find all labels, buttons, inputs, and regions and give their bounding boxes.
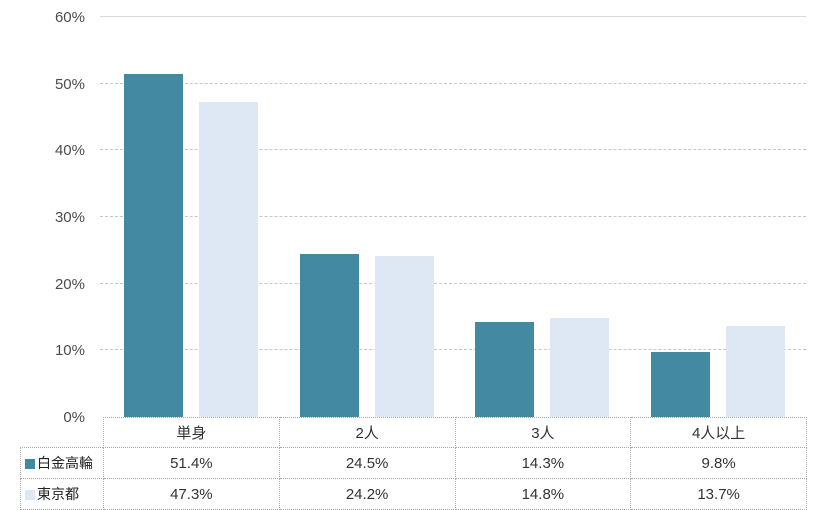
y-axis-tick-label: 60% xyxy=(54,9,85,26)
y-axis-tick-label: 0% xyxy=(63,409,85,426)
gridline xyxy=(100,216,806,217)
value-cell: 14.8% xyxy=(454,478,632,510)
y-axis-tick-label: 30% xyxy=(54,209,85,226)
y-axis-tick-label: 50% xyxy=(54,75,85,93)
value-cell: 13.7% xyxy=(630,478,807,510)
table-series-row: 白金高輪 51.4% 24.5% 14.3% 9.8% xyxy=(20,447,807,479)
chart-data-table: 単身 2人 3人 4人以上白金高輪 51.4% 24.5% 14.3% 9.8% 東京都 47.3… xyxy=(20,417,807,510)
gridline xyxy=(100,149,806,151)
gridline xyxy=(100,349,806,351)
category-header: 3人 xyxy=(454,417,632,448)
table-series-row: 東京都 47.3% 24.2% 14.8% 13.7% xyxy=(20,478,807,510)
bar-白金高輪-単身 xyxy=(123,74,183,417)
table-corner-blank xyxy=(21,418,104,448)
bar-白金高輪-2人 xyxy=(299,253,359,417)
y-axis-tick-label: 40% xyxy=(54,142,85,160)
bar-東京都-3人 xyxy=(550,318,610,417)
legend-swatch xyxy=(25,459,35,469)
legend-cell-東京都: 東京都 xyxy=(20,478,104,510)
y-axis-tick-label: 10% xyxy=(54,342,85,360)
value-cell: 14.3% xyxy=(454,447,632,479)
table-header-row: 単身 2人 3人 4人以上 xyxy=(21,417,807,448)
value-cell: 51.4% xyxy=(103,447,280,479)
y-axis-tick-label: 20% xyxy=(54,275,85,293)
gridline xyxy=(100,16,806,17)
legend-swatch xyxy=(25,490,35,500)
category-header: 4人以上 xyxy=(630,417,807,448)
bar-東京都-2人 xyxy=(374,255,434,417)
legend-label: 東京都 xyxy=(37,486,79,502)
legend-label: 白金高輪 xyxy=(37,455,93,471)
bar-東京都-単身 xyxy=(198,101,258,417)
value-cell: 24.2% xyxy=(278,478,456,510)
bar-白金高輪-3人 xyxy=(475,321,535,417)
category-header: 2人 xyxy=(278,417,456,448)
gridline xyxy=(100,82,806,84)
bar-白金高輪-4人以上 xyxy=(651,351,711,417)
value-cell: 9.8% xyxy=(630,447,807,479)
category-header: 単身 xyxy=(103,417,280,448)
gridline xyxy=(100,282,806,284)
value-cell: 47.3% xyxy=(103,478,280,510)
value-cell: 24.5% xyxy=(278,447,456,479)
bar-東京都-4人以上 xyxy=(726,325,786,417)
legend-cell-白金高輪: 白金高輪 xyxy=(20,447,104,479)
